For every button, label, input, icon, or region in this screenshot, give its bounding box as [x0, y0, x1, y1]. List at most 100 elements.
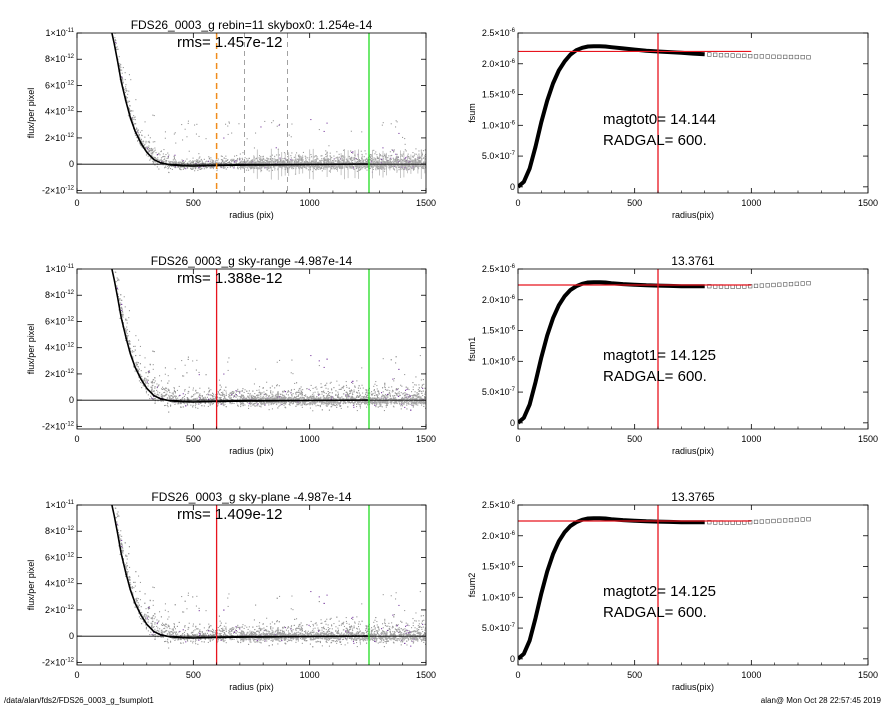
- scatter-point: [406, 398, 408, 400]
- scatter-point: [414, 391, 416, 393]
- scatter-point: [423, 383, 425, 385]
- scatter-point: [259, 386, 261, 388]
- y-tick-label: 2×10-12: [45, 133, 75, 143]
- scatter-point: [332, 161, 334, 163]
- scatter-point: [169, 162, 171, 164]
- scatter-point: [338, 388, 340, 390]
- scatter-point: [272, 162, 274, 164]
- band-point: [419, 165, 421, 167]
- scatter-point: [398, 160, 400, 162]
- band-point: [414, 161, 416, 163]
- scatter-point: [419, 157, 421, 159]
- scatter-point: [179, 167, 181, 169]
- scatter-point: [192, 398, 194, 400]
- scatter-point: [253, 398, 255, 400]
- scatter-point: [341, 387, 343, 389]
- scatter-point: [266, 167, 268, 169]
- scatter-point: [134, 370, 136, 372]
- scatter-point: [250, 398, 252, 400]
- scatter-point: [141, 146, 143, 148]
- scatter-point: [375, 394, 377, 396]
- scatter-point: [411, 164, 413, 166]
- scatter-point: [140, 370, 142, 372]
- scatter-point: [285, 169, 287, 171]
- scatter-point: [162, 160, 164, 162]
- scatter-point: [161, 388, 163, 390]
- band-point: [395, 162, 397, 164]
- scatter-point: [198, 168, 200, 170]
- scatter-point: [126, 322, 128, 324]
- scatter-point: [325, 159, 327, 161]
- band-point: [353, 168, 355, 170]
- scatter-point: [187, 390, 189, 392]
- scatter-point: [415, 395, 417, 397]
- scatter-point: [228, 161, 230, 163]
- scatter-point: [186, 136, 188, 138]
- scatter-point: [167, 157, 169, 159]
- scatter-point: [159, 375, 161, 377]
- band-point: [390, 161, 392, 163]
- band-point: [331, 162, 333, 164]
- scatter-point: [150, 157, 152, 159]
- scatter-point: [199, 397, 201, 399]
- scatter-point: [356, 158, 358, 160]
- scatter-point: [266, 157, 268, 159]
- band-point: [360, 165, 362, 167]
- scatter-point: [319, 160, 321, 162]
- scatter-point: [162, 386, 164, 388]
- band-point: [306, 162, 308, 164]
- scatter-point: [264, 404, 266, 406]
- scatter-point: [346, 160, 348, 162]
- scatter-point: [400, 167, 402, 169]
- scatter-point: [208, 158, 210, 160]
- scatter-point: [126, 332, 128, 334]
- scatter-point: [372, 158, 374, 160]
- scatter-point: [329, 152, 331, 154]
- scatter-point: [402, 167, 404, 169]
- scatter-point: [135, 335, 137, 337]
- scatter-point: [365, 392, 367, 394]
- scatter-point: [310, 154, 312, 156]
- scatter-point: [203, 405, 205, 407]
- scatter-point: [384, 387, 386, 389]
- band-point: [258, 162, 260, 164]
- scatter-point: [402, 169, 404, 171]
- scatter-point: [385, 406, 387, 408]
- scatter-point: [393, 406, 395, 408]
- scatter-point: [221, 162, 223, 164]
- scatter-point: [315, 160, 317, 162]
- scatter-point: [186, 403, 188, 405]
- scatter-point: [144, 121, 146, 123]
- scatter-point: [350, 150, 352, 152]
- band-point: [335, 166, 337, 168]
- band-point: [384, 161, 386, 163]
- scatter-point: [134, 119, 136, 121]
- scatter-point: [168, 164, 170, 166]
- scatter-point: [206, 394, 208, 396]
- scatter-point: [360, 397, 362, 399]
- scatter-point: [170, 405, 172, 407]
- scatter-point: [277, 161, 279, 163]
- scatter-point: [299, 157, 301, 159]
- scatter-point: [391, 154, 393, 156]
- scatter-point: [167, 168, 169, 170]
- band-point: [252, 166, 254, 168]
- scatter-point: [373, 390, 375, 392]
- scatter-point: [409, 158, 411, 160]
- scatter-point: [272, 391, 274, 393]
- scatter-point: [296, 152, 298, 154]
- scatter-point: [307, 157, 309, 159]
- band-point: [323, 161, 325, 163]
- scatter-point: [277, 397, 279, 399]
- scatter-point: [361, 400, 363, 402]
- band-point: [386, 160, 388, 162]
- scatter-point: [134, 133, 136, 135]
- scatter-point: [328, 159, 330, 161]
- x-axis-label: radius (pix): [229, 210, 274, 220]
- scatter-point: [229, 396, 231, 398]
- scatter-point: [140, 376, 142, 378]
- scatter-point: [404, 167, 406, 169]
- scatter-point: [130, 111, 132, 113]
- scatter-point: [277, 391, 279, 393]
- scatter-point: [122, 312, 124, 314]
